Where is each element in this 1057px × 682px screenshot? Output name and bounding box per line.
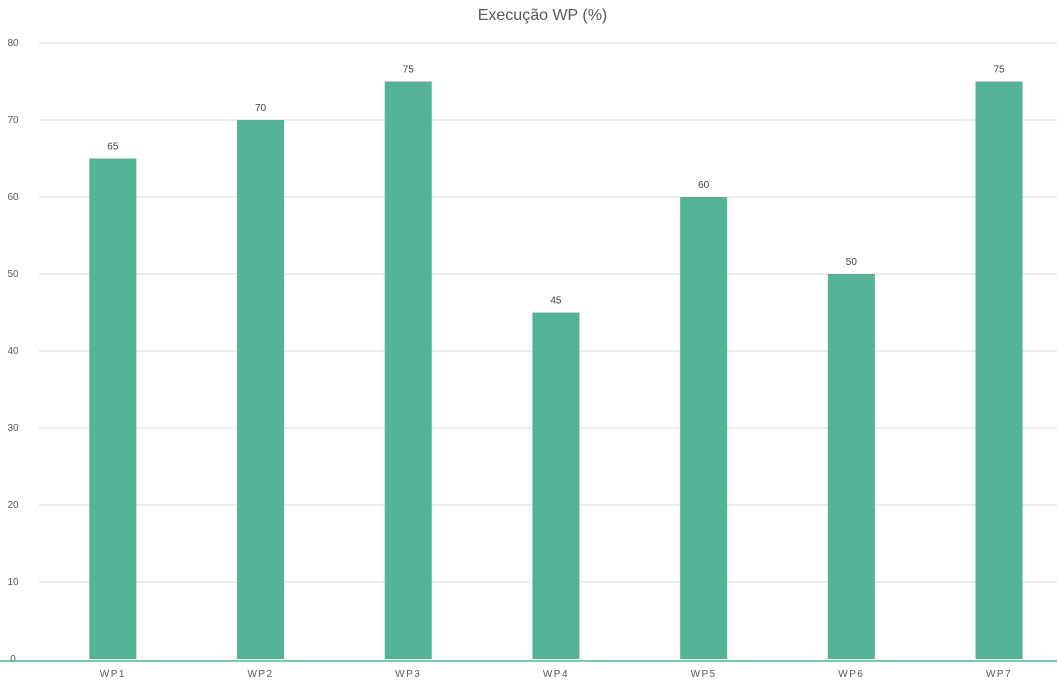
x-tick-label: WP5	[691, 669, 717, 680]
x-tick-label: WP6	[838, 669, 864, 680]
y-axis-tick-labels: 0 10 20 30 40 50 60 70 80	[7, 38, 19, 665]
y-tick-label: 40	[7, 346, 19, 357]
y-tick-label: 60	[7, 192, 19, 203]
data-label: 50	[846, 257, 858, 268]
bar	[975, 81, 1023, 659]
y-tick-label: 0	[10, 654, 16, 665]
bar	[89, 158, 137, 659]
bar	[680, 197, 728, 659]
x-tick-label: WP1	[100, 669, 126, 680]
bars	[89, 81, 1023, 659]
data-label: 60	[698, 180, 710, 191]
x-tick-label: WP4	[543, 669, 569, 680]
data-label: 75	[403, 65, 415, 76]
data-label: 75	[993, 65, 1005, 76]
y-tick-label: 30	[7, 423, 19, 434]
bar	[384, 81, 432, 659]
x-tick-label: WP3	[395, 669, 421, 680]
y-tick-label: 50	[7, 269, 19, 280]
data-label: 45	[550, 296, 562, 307]
y-tick-label: 20	[7, 500, 19, 511]
data-label: 65	[107, 142, 119, 153]
bar	[827, 274, 875, 659]
x-tick-label: WP2	[247, 669, 273, 680]
y-tick-label: 80	[7, 38, 19, 49]
bar	[532, 312, 580, 659]
bar	[237, 120, 285, 659]
data-labels: 65 70 75 45 60 50 75	[107, 65, 1005, 307]
data-label: 70	[255, 103, 267, 114]
x-axis-tick-labels: WP1 WP2 WP3 WP4 WP5 WP6 WP7	[100, 669, 1012, 680]
chart-title: Execução WP (%)	[477, 7, 608, 24]
x-tick-label: WP7	[986, 669, 1012, 680]
y-tick-label: 10	[7, 577, 19, 588]
y-tick-label: 70	[7, 115, 19, 126]
